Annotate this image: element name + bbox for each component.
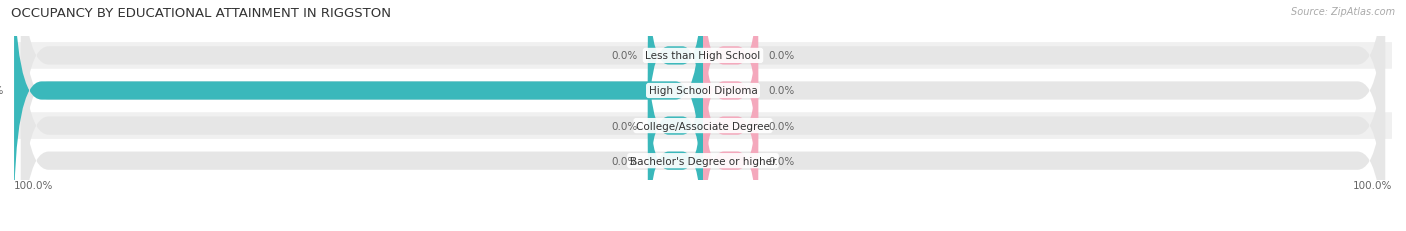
FancyBboxPatch shape [21,0,1385,222]
FancyBboxPatch shape [21,0,1385,187]
FancyBboxPatch shape [703,0,758,152]
FancyBboxPatch shape [703,0,758,187]
Text: 100.0%: 100.0% [14,180,53,190]
Text: 0.0%: 0.0% [612,51,637,61]
Text: Bachelor's Degree or higher: Bachelor's Degree or higher [630,156,776,166]
FancyBboxPatch shape [14,0,703,222]
FancyBboxPatch shape [648,65,703,231]
Text: College/Associate Degree: College/Associate Degree [636,121,770,131]
Text: 0.0%: 0.0% [612,156,637,166]
Text: 0.0%: 0.0% [612,121,637,131]
FancyBboxPatch shape [21,30,1385,231]
Text: 0.0%: 0.0% [769,51,794,61]
Text: OCCUPANCY BY EDUCATIONAL ATTAINMENT IN RIGGSTON: OCCUPANCY BY EDUCATIONAL ATTAINMENT IN R… [11,7,391,20]
Text: High School Diploma: High School Diploma [648,86,758,96]
FancyBboxPatch shape [703,65,758,231]
FancyBboxPatch shape [21,0,1385,231]
Text: 0.0%: 0.0% [769,86,794,96]
FancyBboxPatch shape [648,0,703,152]
Text: Source: ZipAtlas.com: Source: ZipAtlas.com [1291,7,1395,17]
FancyBboxPatch shape [648,30,703,222]
FancyBboxPatch shape [14,78,1392,104]
Text: 100.0%: 100.0% [0,86,4,96]
FancyBboxPatch shape [14,113,1392,139]
FancyBboxPatch shape [14,43,1392,70]
Text: 100.0%: 100.0% [1353,180,1392,190]
FancyBboxPatch shape [14,148,1392,174]
Text: Less than High School: Less than High School [645,51,761,61]
Text: 0.0%: 0.0% [769,156,794,166]
FancyBboxPatch shape [703,30,758,222]
Text: 0.0%: 0.0% [769,121,794,131]
